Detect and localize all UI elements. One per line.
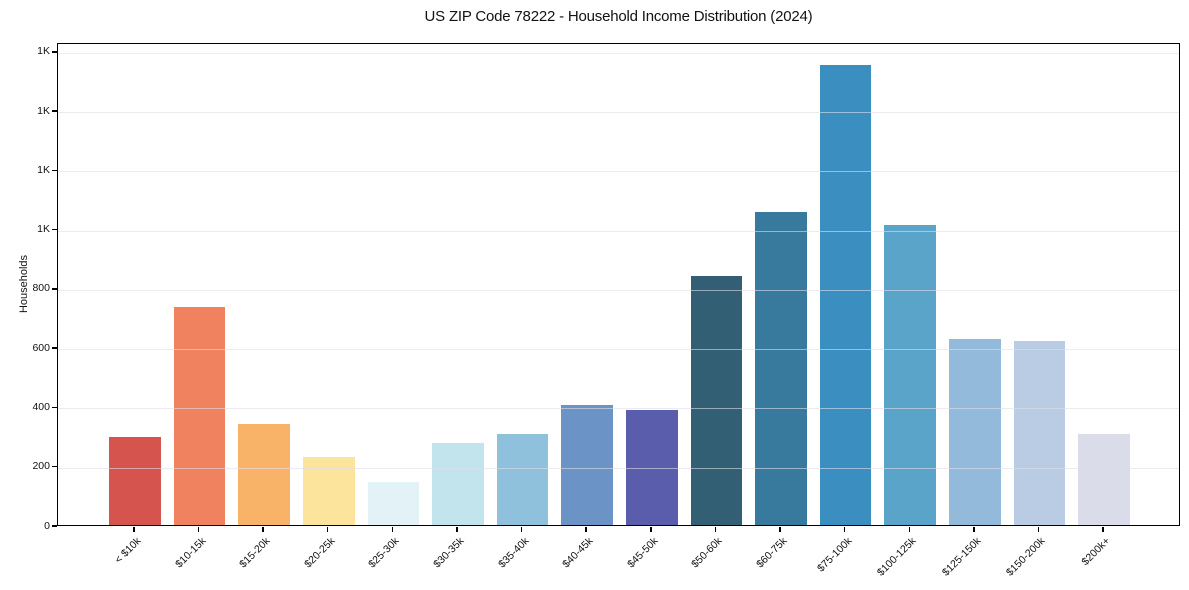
gridline: [58, 52, 1179, 54]
bar-$25-30k: [367, 482, 420, 525]
x-tick-mark: [1102, 526, 1104, 532]
x-tick-mark: [520, 526, 523, 532]
x-tick-mark: [650, 526, 652, 532]
bar-$60-75k: [755, 211, 807, 525]
bar-$75-100k: [819, 65, 872, 525]
x-tick-mark: [456, 526, 458, 532]
y-tick-label: 600: [32, 341, 50, 354]
x-tick-mark: [262, 526, 264, 532]
x-tick-mark: [585, 526, 587, 532]
x-tick-mark: [133, 526, 135, 532]
x-tick-mark: [326, 526, 329, 532]
gridline: [58, 408, 1179, 410]
y-tick-mark: [51, 51, 57, 53]
y-tick-mark: [51, 228, 57, 231]
chart-title: US ZIP Code 78222 - Household Income Dis…: [424, 8, 813, 25]
x-tick-mark: [1037, 526, 1040, 532]
bar-$125-150k: [949, 339, 1001, 525]
y-tick-label: 1K: [37, 45, 50, 58]
y-tick-mark: [51, 347, 57, 349]
gridline: [58, 289, 1179, 291]
bar-$15-20k: [238, 424, 290, 525]
bar-$100-125k: [884, 225, 937, 525]
x-tick-mark: [391, 526, 394, 532]
bar-< $10k: [109, 436, 161, 525]
bar-$45-50k: [625, 410, 678, 525]
y-tick-mark: [51, 288, 57, 290]
x-tick-mark: [843, 526, 846, 532]
y-tick-label: 1K: [37, 223, 50, 236]
gridline: [58, 171, 1179, 173]
x-tick-mark: [908, 526, 910, 532]
y-tick-label: 400: [32, 400, 50, 413]
x-tick-label: < $10k: [112, 535, 144, 566]
gridline: [58, 349, 1179, 351]
y-tick-mark: [51, 110, 57, 112]
gridline: [58, 230, 1179, 232]
y-tick-label: 200: [32, 460, 50, 473]
bar-$40-45k: [561, 405, 614, 525]
bar-$35-40k: [496, 433, 549, 525]
y-tick-label: 800: [32, 282, 50, 295]
y-tick-mark: [51, 525, 57, 527]
x-tick-mark: [714, 526, 717, 532]
y-tick-mark: [51, 465, 57, 468]
y-tick-label: 1K: [37, 104, 50, 117]
y-tick-label: 0: [44, 519, 50, 532]
gridline: [58, 112, 1179, 114]
x-tick-mark: [973, 526, 975, 532]
bar-$200k+: [1078, 433, 1130, 525]
bar-$150-200k: [1013, 341, 1066, 525]
bar-$10-15k: [173, 307, 226, 525]
bar-$50-60k: [690, 275, 743, 525]
y-tick-mark: [51, 169, 57, 172]
y-tick-mark: [51, 406, 57, 409]
x-tick-mark: [779, 526, 781, 532]
gridline: [58, 467, 1179, 469]
y-tick-label: 1K: [37, 163, 50, 176]
bar-$30-35k: [432, 442, 484, 525]
plot-area: [57, 43, 1180, 526]
x-tick-mark: [197, 526, 200, 532]
